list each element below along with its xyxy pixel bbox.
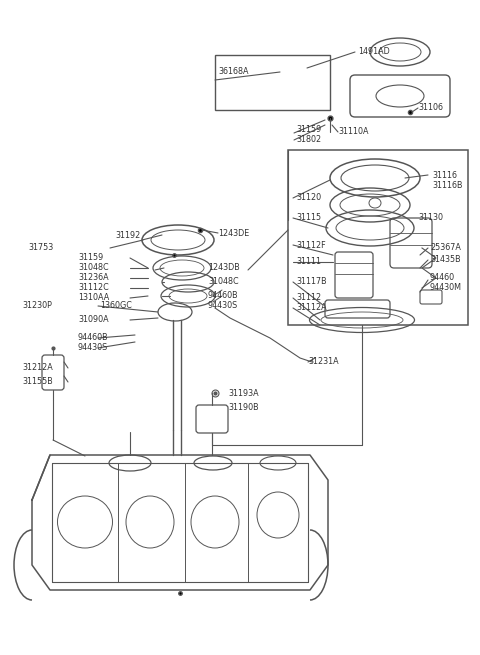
Text: 31112F: 31112F	[296, 240, 325, 250]
Text: 31193A: 31193A	[228, 388, 259, 398]
Text: 31159: 31159	[78, 253, 103, 263]
Text: 31106: 31106	[418, 103, 443, 113]
Text: 31111: 31111	[296, 257, 321, 267]
Text: 25367A: 25367A	[430, 244, 461, 252]
Text: 31048C: 31048C	[78, 263, 108, 272]
Text: 36168A: 36168A	[218, 67, 249, 77]
Text: 31048C: 31048C	[208, 278, 239, 286]
Text: 31116: 31116	[432, 170, 457, 179]
Text: 31192: 31192	[115, 231, 140, 240]
Text: 1243DE: 1243DE	[218, 229, 249, 238]
Text: 31802: 31802	[296, 136, 321, 145]
Text: 31110A: 31110A	[338, 128, 369, 136]
Text: 94460B: 94460B	[208, 291, 239, 299]
Text: 31090A: 31090A	[78, 316, 108, 324]
Text: 31117B: 31117B	[296, 278, 326, 286]
Text: 31190B: 31190B	[228, 403, 259, 411]
Text: 94460B: 94460B	[78, 333, 108, 343]
Text: 1310AA: 1310AA	[78, 293, 109, 303]
Text: 94430S: 94430S	[78, 343, 108, 352]
Text: 1360GC: 1360GC	[100, 301, 132, 310]
Bar	[288, 150, 468, 325]
Text: 31130: 31130	[418, 214, 443, 223]
Text: 94460: 94460	[430, 274, 455, 282]
Text: 1491AD: 1491AD	[358, 48, 390, 56]
Bar	[215, 55, 330, 110]
Text: 31116B: 31116B	[432, 181, 463, 189]
Text: 31236A: 31236A	[78, 274, 108, 282]
Text: 31753: 31753	[28, 244, 53, 252]
Text: 94430M: 94430M	[430, 284, 462, 293]
Text: 1243DB: 1243DB	[208, 263, 240, 272]
Text: 31230P: 31230P	[22, 301, 52, 310]
Text: 31212A: 31212A	[22, 364, 53, 373]
Text: 31112A: 31112A	[296, 303, 326, 312]
Text: 31155B: 31155B	[22, 377, 53, 386]
Text: 31231A: 31231A	[308, 358, 338, 367]
Text: 94430S: 94430S	[208, 301, 238, 310]
Text: 31120: 31120	[296, 193, 321, 202]
Text: 31112C: 31112C	[78, 284, 109, 293]
Text: 31159: 31159	[296, 126, 321, 134]
Text: 31115: 31115	[296, 214, 321, 223]
Text: 31112: 31112	[296, 293, 321, 303]
Text: 31435B: 31435B	[430, 255, 461, 265]
